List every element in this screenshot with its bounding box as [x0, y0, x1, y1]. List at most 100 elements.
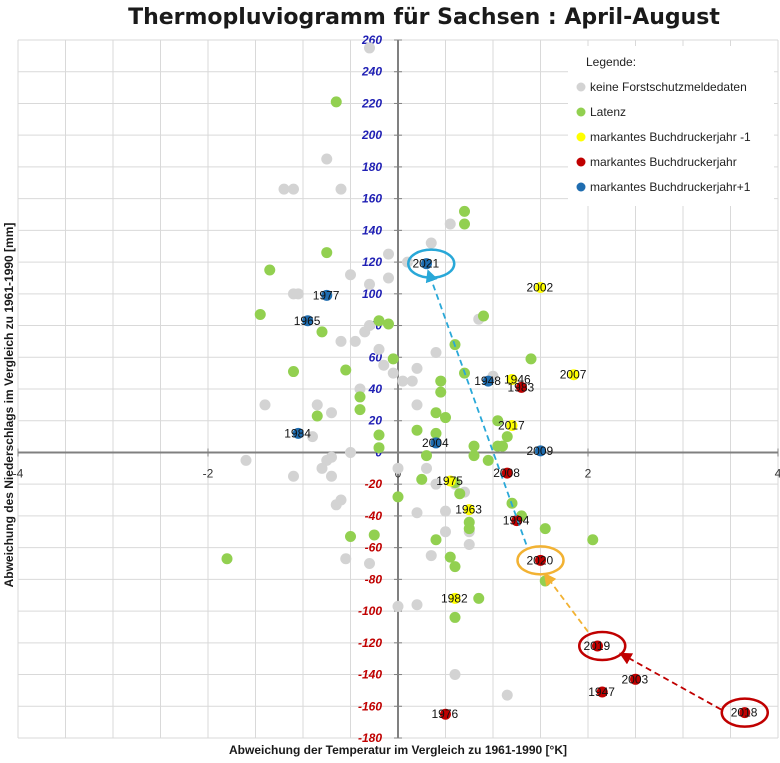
data-point-green [411, 424, 423, 436]
data-point-green [421, 450, 432, 462]
data-point-green [416, 473, 428, 485]
year-label: 2018 [731, 706, 758, 720]
data-point-green [463, 523, 475, 535]
data-point-grey [278, 183, 290, 195]
data-point-green [373, 429, 385, 441]
year-label: 2002 [527, 280, 554, 294]
data-point-grey [440, 505, 451, 517]
data-point-grey [444, 218, 456, 230]
legend-marker-green [576, 107, 586, 117]
data-point-green [468, 440, 480, 452]
data-point-green [497, 440, 508, 452]
data-point-grey [240, 454, 252, 466]
data-point-grey [463, 538, 475, 550]
y-tick-label: 160 [362, 192, 382, 206]
data-point-blue [292, 427, 304, 439]
data-point-red [501, 467, 513, 479]
data-point-grey [259, 399, 271, 411]
year-label: 1947 [588, 685, 615, 699]
data-point-blue [430, 437, 442, 449]
legend: Legende: keine Forstschutzmeldedaten Late… [568, 46, 774, 206]
data-point-grey [326, 470, 337, 482]
data-point-blue [421, 258, 432, 270]
axes [17, 39, 779, 739]
data-point-green [373, 442, 385, 454]
data-point-blue [535, 445, 546, 457]
highlight-ring [720, 697, 769, 728]
data-point-yellow [444, 475, 456, 487]
data-point-green [449, 611, 461, 623]
data-point-green [459, 218, 470, 230]
data-point-green [430, 407, 442, 419]
data-point-grey [311, 399, 323, 411]
legend-marker-red [576, 157, 586, 167]
highlight-ring [578, 630, 627, 662]
data-point-green [392, 491, 404, 503]
data-point-green [525, 353, 537, 365]
data-point-green [345, 531, 356, 543]
data-point-green [473, 592, 485, 604]
y-tick-label: -180 [358, 731, 382, 745]
data-point-grey [364, 278, 375, 290]
legend-entry-label: markantes Buchdruckerjahr+1 [590, 180, 751, 194]
year-label: 1994 [503, 514, 530, 528]
data-point-green [368, 529, 380, 541]
data-point-red [592, 640, 603, 652]
data-point-grey [406, 375, 418, 387]
data-point-grey [411, 399, 423, 411]
data-point-grey [430, 478, 442, 490]
data-point-grey [411, 599, 423, 611]
legend-entries: keine Forstschutzmeldedaten Latenz markant… [576, 80, 751, 194]
legend-title: Legende: [586, 55, 636, 69]
data-point-grey [316, 462, 328, 474]
data-point-grey [364, 42, 375, 54]
data-point-green [501, 431, 513, 443]
data-point-yellow [568, 369, 580, 381]
highlight-ring [407, 248, 456, 279]
data-point-yellow [506, 373, 518, 385]
y-tick-label: -60 [365, 541, 383, 555]
data-point-grey [387, 367, 399, 379]
y-tick-label: 20 [368, 414, 383, 428]
data-point-green [311, 410, 323, 422]
data-point-green [449, 561, 461, 573]
data-point-green [430, 534, 442, 546]
data-point-grey [330, 499, 342, 511]
data-point-green [316, 326, 328, 338]
data-point-grey [321, 153, 333, 165]
data-point-green [354, 391, 366, 403]
year-label: 2004 [422, 436, 449, 450]
data-point-green [444, 551, 456, 563]
data-point-red [630, 673, 641, 685]
x-tick-label: 4 [775, 466, 780, 480]
data-point-red [516, 381, 527, 393]
data-point-grey [411, 507, 423, 519]
year-label: 1983 [508, 380, 535, 394]
y-tick-label: 40 [368, 382, 383, 396]
data-point-red [440, 708, 451, 720]
data-point-green [587, 534, 599, 546]
data-point-grey [440, 526, 451, 538]
y-tick-label: 120 [362, 255, 382, 269]
data-point-blue [482, 375, 494, 387]
data-point-grey [321, 454, 333, 466]
data-point-grey [501, 689, 513, 701]
legend-entry-label: keine Forstschutzmeldedaten [590, 80, 747, 94]
data-point-grey [345, 269, 356, 281]
data-point-grey [421, 462, 432, 474]
chart-title: Thermopluviogramm für Sachsen : April-Au… [128, 5, 720, 30]
year-label: 1946 [504, 372, 531, 386]
data-point-grey [307, 431, 318, 443]
data-point-grey [340, 553, 352, 565]
data-point-green [221, 553, 233, 565]
data-point-green [340, 364, 352, 376]
data-point-blue [321, 289, 333, 301]
data-point-grey [425, 550, 437, 562]
y-tick-label: 180 [362, 160, 382, 174]
y-tick-label: -100 [358, 604, 382, 618]
data-point-green [288, 366, 299, 378]
year-label: 1948 [474, 374, 501, 388]
data-point-grey [392, 462, 404, 474]
data-point-grey [292, 288, 304, 300]
year-label: 1982 [441, 591, 468, 605]
